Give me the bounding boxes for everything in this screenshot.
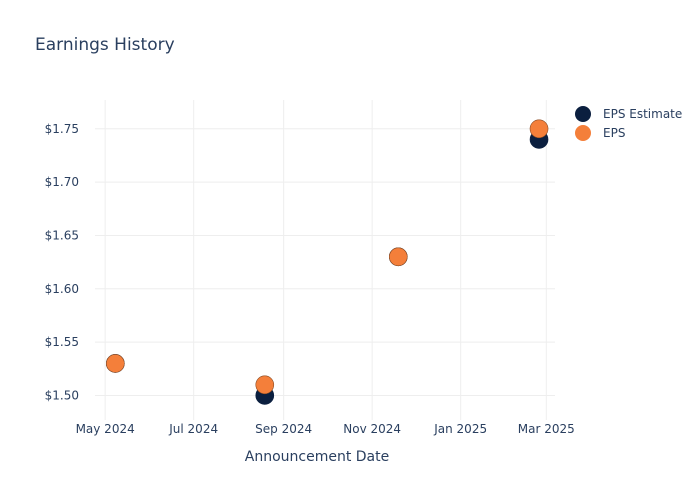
legend-marker-eps-estimate[interactable] [575,106,591,122]
x-axis-title: Announcement Date [245,449,389,465]
y-tick-label: $1.65 [45,228,79,242]
x-tick-label: Mar 2025 [518,422,575,436]
legend-marker-eps[interactable] [575,125,591,141]
eps-point[interactable] [106,354,125,373]
y-tick-label: $1.75 [45,122,79,136]
legend-label-eps[interactable]: EPS [603,126,625,140]
eps-point[interactable] [255,375,275,395]
x-tick-label: May 2024 [76,422,135,436]
y-tick-label: $1.70 [45,175,79,189]
y-tick-label: $1.50 [45,388,79,402]
x-tick-label: Jul 2024 [168,422,218,436]
x-tick-label: Jan 2025 [433,422,487,436]
x-tick-label: Nov 2024 [343,422,401,436]
eps-point[interactable] [529,119,549,139]
legend-label-eps-estimate[interactable]: EPS Estimate [603,107,682,121]
chart-title: Earnings History [35,35,175,55]
y-tick-label: $1.60 [45,282,79,296]
grid-layer [95,100,555,420]
x-tick-label: Sep 2024 [255,422,312,436]
y-tick-label: $1.55 [45,335,79,349]
legend: EPS Estimate EPS [575,106,682,141]
data-points [106,119,549,405]
eps-point[interactable] [388,247,408,267]
tick-layer: May 2024 Jul 2024 Sep 2024 Nov 2024 Jan 2025… [45,122,575,436]
